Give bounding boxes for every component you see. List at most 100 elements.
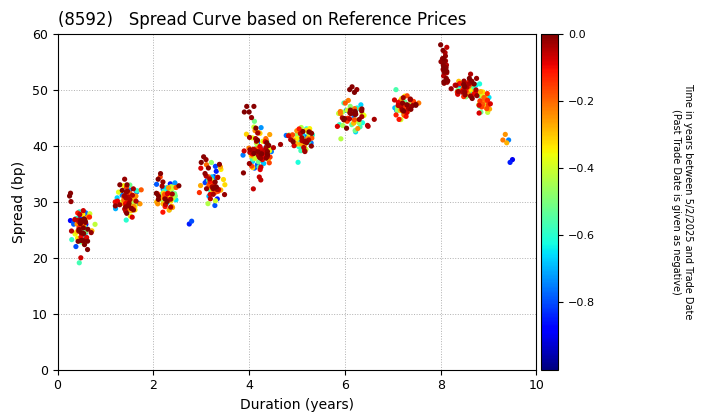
- Point: [163, 206, 175, 213]
- Point: [264, 154, 276, 160]
- Point: [356, 105, 368, 112]
- Point: [164, 193, 176, 199]
- Point: [66, 236, 78, 243]
- Point: [344, 86, 356, 93]
- Point: [263, 145, 274, 152]
- Point: [126, 205, 138, 212]
- Point: [256, 146, 267, 153]
- Point: [78, 207, 89, 214]
- Point: [354, 116, 365, 123]
- Point: [400, 104, 412, 111]
- Point: [124, 207, 135, 213]
- Point: [73, 218, 84, 225]
- Point: [389, 105, 400, 111]
- Point: [80, 228, 91, 235]
- Point: [287, 139, 299, 145]
- Point: [246, 151, 258, 158]
- Point: [77, 218, 89, 224]
- Point: [351, 86, 363, 93]
- Point: [118, 194, 130, 201]
- Point: [249, 155, 261, 162]
- Point: [195, 182, 207, 189]
- Point: [348, 116, 360, 123]
- Point: [127, 192, 138, 199]
- Point: [256, 147, 268, 153]
- Point: [268, 144, 279, 151]
- Point: [413, 100, 425, 106]
- Point: [158, 190, 169, 197]
- Point: [124, 205, 135, 212]
- Point: [341, 125, 352, 131]
- Point: [150, 181, 162, 188]
- Point: [75, 255, 86, 261]
- Point: [248, 103, 260, 110]
- Point: [76, 217, 87, 224]
- Point: [154, 173, 166, 180]
- Point: [244, 150, 256, 156]
- Point: [251, 150, 263, 156]
- Point: [78, 241, 90, 248]
- Point: [291, 140, 302, 147]
- Point: [300, 138, 311, 144]
- Point: [248, 165, 260, 171]
- Point: [299, 142, 310, 148]
- Point: [208, 188, 220, 194]
- Point: [346, 108, 358, 115]
- Point: [207, 184, 218, 190]
- Point: [251, 144, 262, 151]
- Point: [466, 82, 477, 89]
- Point: [131, 189, 143, 195]
- Point: [160, 188, 171, 194]
- Point: [73, 237, 85, 244]
- Point: [262, 148, 274, 155]
- Point: [204, 182, 215, 189]
- Point: [73, 217, 85, 223]
- Point: [399, 93, 410, 100]
- Point: [261, 155, 272, 161]
- Point: [184, 220, 195, 227]
- Point: [210, 184, 222, 190]
- Point: [166, 203, 178, 210]
- Point: [292, 159, 304, 165]
- Point: [165, 204, 176, 210]
- Point: [461, 84, 472, 91]
- Point: [82, 226, 94, 233]
- Point: [135, 186, 147, 193]
- Point: [298, 138, 310, 144]
- Point: [127, 207, 139, 213]
- Point: [75, 228, 86, 235]
- Point: [297, 134, 308, 140]
- Point: [481, 105, 492, 112]
- Point: [112, 194, 123, 201]
- Point: [204, 195, 216, 202]
- Point: [355, 102, 366, 108]
- Point: [464, 80, 475, 87]
- Point: [295, 147, 307, 154]
- Point: [76, 216, 87, 223]
- Point: [119, 176, 130, 183]
- Point: [264, 131, 276, 138]
- Point: [75, 218, 86, 224]
- Point: [471, 90, 482, 97]
- Point: [298, 142, 310, 149]
- Point: [203, 173, 215, 180]
- Point: [449, 82, 461, 89]
- Point: [156, 191, 168, 197]
- Point: [341, 116, 352, 123]
- Point: [481, 105, 492, 111]
- Point: [238, 109, 250, 116]
- Point: [440, 52, 451, 59]
- Point: [480, 94, 491, 100]
- Point: [303, 139, 315, 146]
- Point: [475, 88, 487, 95]
- Point: [456, 89, 467, 95]
- Point: [463, 91, 474, 97]
- Point: [479, 98, 490, 105]
- Point: [115, 199, 127, 206]
- Point: [119, 196, 130, 202]
- Point: [474, 81, 485, 87]
- Point: [74, 213, 86, 220]
- Point: [119, 206, 130, 213]
- Point: [471, 75, 482, 82]
- Point: [395, 103, 406, 110]
